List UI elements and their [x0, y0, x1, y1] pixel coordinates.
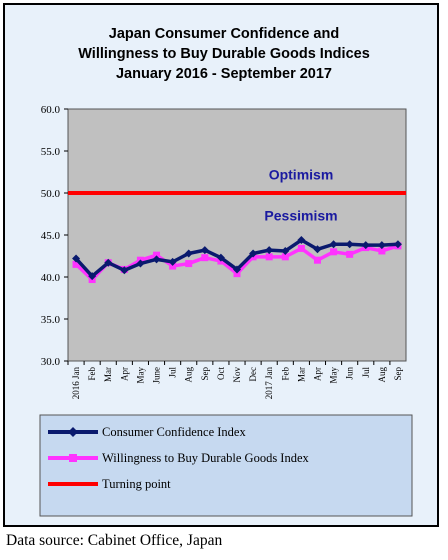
x-tick-label: May — [135, 367, 145, 384]
data-point — [153, 251, 161, 259]
data-point — [200, 246, 209, 255]
x-tick-label: Sep — [200, 367, 210, 381]
y-axis: 60.0 55.0 50.0 45.0 40.0 35.0 30.0 — [41, 104, 68, 368]
legend-item: Turning point — [48, 477, 171, 491]
legend: Consumer Confidence Index Willingness to … — [39, 414, 413, 517]
data-point — [88, 272, 97, 281]
data-point — [281, 253, 289, 261]
legend-swatch-marker — [68, 427, 78, 437]
data-point — [233, 270, 241, 278]
legend-item: Consumer Confidence Index — [48, 425, 246, 439]
y-tick-label: 30.0 — [41, 356, 61, 368]
x-tick-label: Oct — [216, 367, 226, 380]
data-point — [152, 255, 161, 264]
data-point — [216, 253, 225, 262]
x-tick-label: 2017 Jan — [264, 367, 274, 400]
data-point — [345, 240, 354, 249]
legend-box — [39, 414, 413, 517]
chart-title-line: Japan Consumer Confidence and — [109, 26, 339, 42]
x-tick-label: Feb — [280, 367, 290, 381]
x-tick-label: Nov — [232, 367, 242, 383]
data-point — [169, 262, 177, 270]
data-point — [185, 260, 193, 268]
data-point — [184, 249, 193, 258]
series-consumer-confidence-index — [72, 236, 402, 281]
legend-swatch-marker — [69, 454, 77, 462]
legend-label: Turning point — [102, 477, 171, 491]
data-point — [313, 256, 321, 264]
y-tick-label: 35.0 — [41, 314, 61, 326]
data-point — [281, 246, 290, 255]
y-tick-label: 45.0 — [41, 230, 61, 242]
x-tick-label: May — [329, 367, 339, 384]
x-axis: 2016 Jan Feb Mar Apr May June Jul Aug Sep Oct Nov D… — [67, 361, 403, 400]
data-point — [249, 249, 258, 258]
x-tick-label: June — [152, 367, 162, 384]
data-point — [136, 259, 145, 268]
region-annotation: Optimism — [269, 167, 334, 183]
data-point — [297, 236, 306, 245]
x-tick-label: Apr — [312, 367, 322, 381]
y-tick-label: 55.0 — [41, 146, 61, 158]
x-tick-label: Sep — [393, 367, 403, 381]
series-group — [68, 191, 406, 284]
legend-label: Willingness to Buy Durable Goods Index — [102, 451, 310, 465]
data-point — [265, 246, 274, 255]
data-point — [361, 241, 370, 250]
x-tick-label: Mar — [296, 367, 306, 382]
data-point — [329, 240, 338, 249]
data-point — [313, 245, 322, 254]
y-tick-label: 50.0 — [41, 188, 61, 200]
x-tick-label: Jul — [361, 367, 371, 378]
data-point — [330, 248, 338, 256]
data-point — [72, 254, 81, 263]
data-point — [104, 258, 113, 267]
data-point — [201, 254, 209, 262]
data-point — [297, 244, 305, 252]
chart-title-line: Willingness to Buy Durable Goods Indices — [78, 46, 370, 62]
legend-label: Consumer Confidence Index — [102, 425, 246, 439]
legend-item: Willingness to Buy Durable Goods Index — [48, 451, 310, 465]
chart-title: Japan Consumer Confidence and Willingness… — [78, 26, 370, 82]
x-tick-label: Feb — [87, 367, 97, 381]
chart-title-line: January 2016 - September 2017 — [116, 66, 332, 82]
x-tick-label: Mar — [103, 367, 113, 382]
data-point — [346, 250, 354, 258]
data-point — [393, 240, 402, 249]
chart: Japan Consumer Confidence and Willingness… — [39, 26, 413, 517]
data-point — [378, 247, 386, 255]
y-tick-label: 40.0 — [41, 272, 61, 284]
data-point — [72, 260, 80, 268]
x-tick-label: Jun — [345, 367, 355, 380]
source-note: Data source: Cabinet Office, Japan — [6, 532, 223, 549]
plot-area — [67, 108, 407, 362]
x-tick-label: Aug — [377, 367, 387, 383]
x-tick-label: Aug — [184, 367, 194, 383]
data-point — [265, 253, 273, 261]
x-tick-label: Jul — [168, 367, 178, 378]
data-point — [168, 257, 177, 266]
x-tick-label: Dec — [248, 367, 258, 382]
region-annotation: Pessimism — [264, 208, 337, 224]
y-tick-label: 60.0 — [41, 104, 61, 116]
data-point — [120, 266, 129, 275]
data-point — [233, 265, 241, 274]
data-point — [377, 241, 386, 250]
annotations: Optimism Pessimism — [264, 167, 337, 224]
x-tick-label: Apr — [119, 367, 129, 381]
x-tick-label: 2016 Jan — [71, 367, 81, 400]
